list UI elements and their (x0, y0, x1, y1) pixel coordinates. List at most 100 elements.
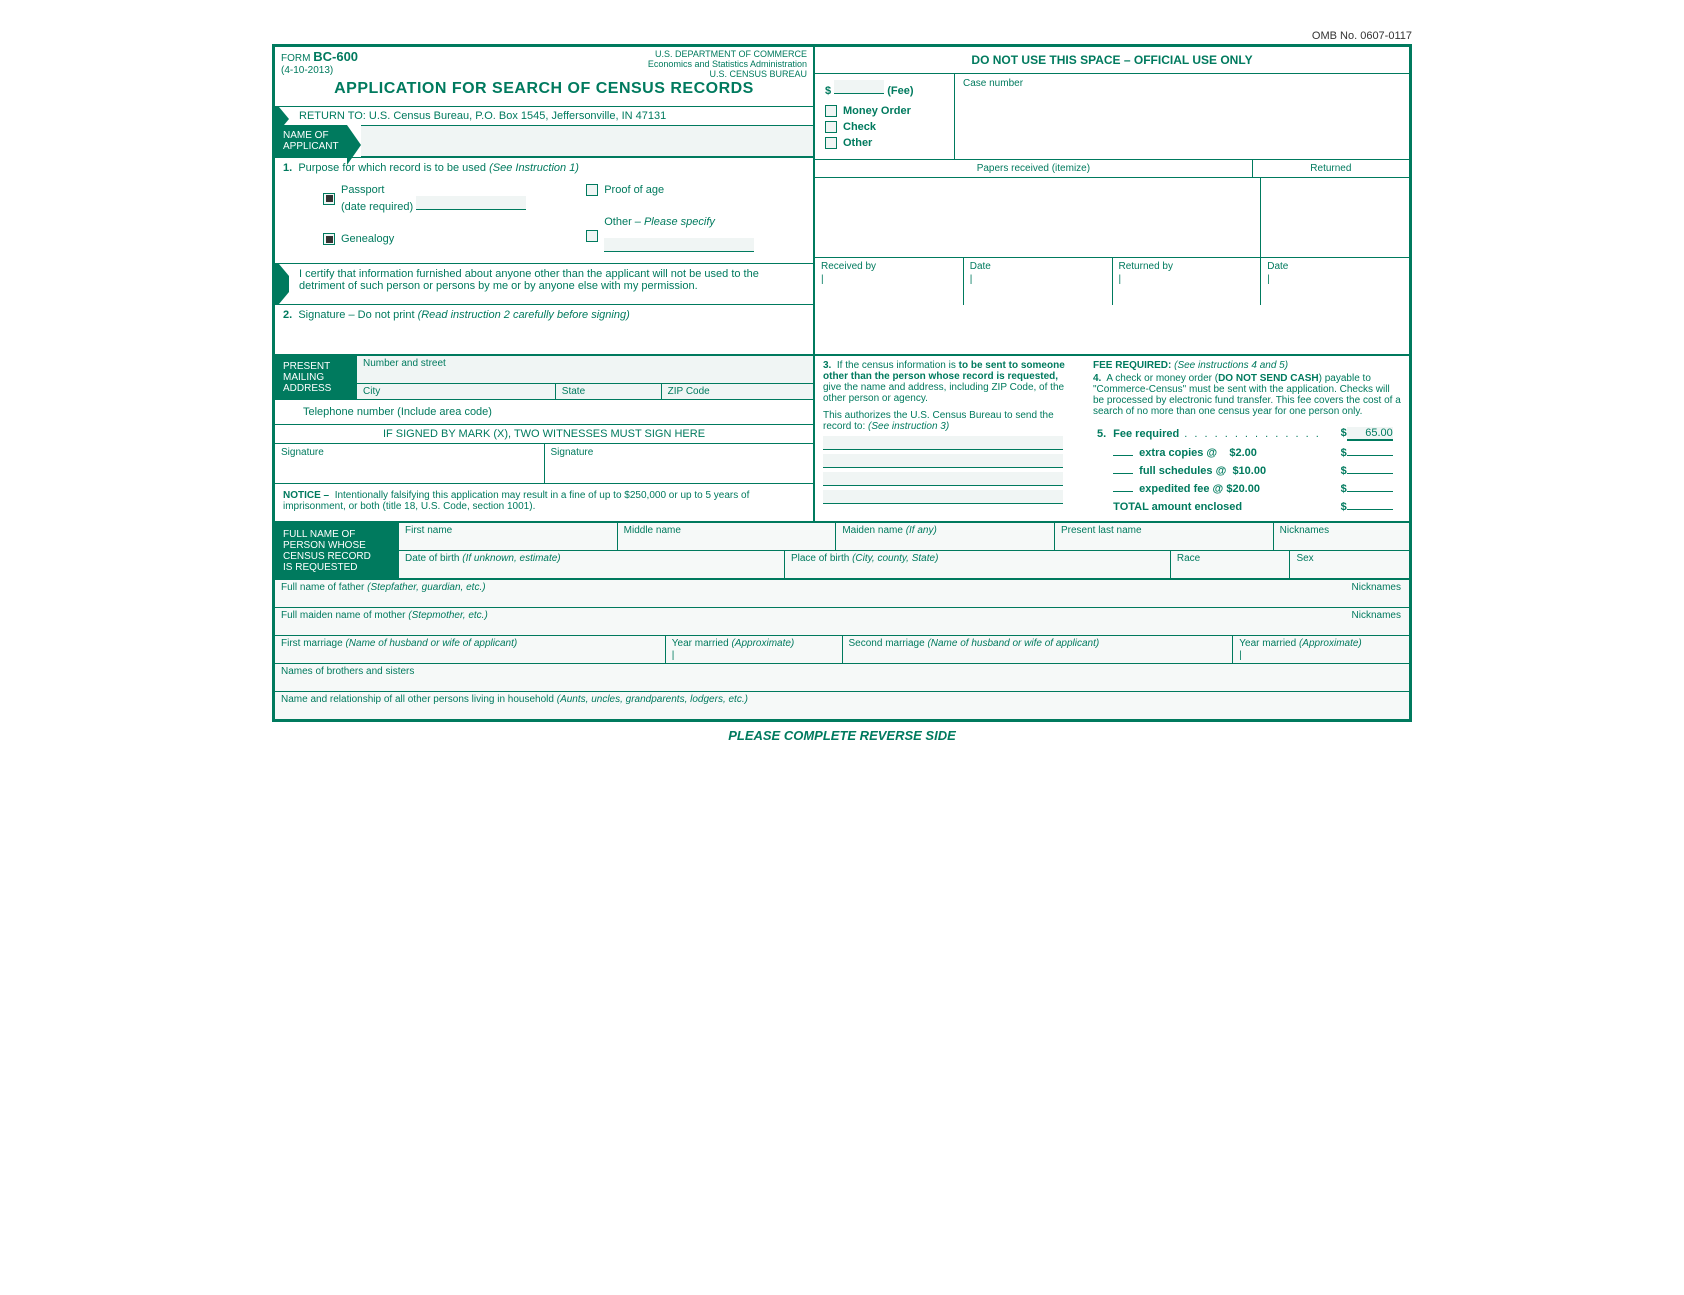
mailing-address-tab: PRESENT MAILING ADDRESS (275, 356, 357, 399)
mother-name-input[interactable]: Full maiden name of mother (Stepmother, … (275, 607, 1409, 635)
notice-label: NOTICE – (283, 490, 329, 501)
full-sched-total[interactable] (1347, 473, 1393, 474)
send-to-line-1[interactable] (823, 436, 1063, 450)
footer-text: PLEASE COMPLETE REVERSE SIDE (272, 722, 1412, 749)
fee-required-block: FEE REQUIRED: (See instructions 4 and 5)… (1085, 356, 1409, 521)
dept-census: U.S. CENSUS BUREAU (648, 69, 807, 79)
papers-received-label: Papers received (itemize) (815, 160, 1253, 177)
send-to-line-3[interactable] (823, 472, 1063, 486)
sex-input[interactable]: Sex (1290, 551, 1409, 579)
date-returned-cell[interactable]: Date| (1261, 258, 1409, 305)
form-frame: FORM BC-600 (4-10-2013) U.S. DEPARTMENT … (272, 44, 1412, 722)
person-name-tab: FULL NAME OF PERSON WHOSE CENSUS RECORD … (275, 523, 399, 579)
form-title: APPLICATION FOR SEARCH OF CENSUS RECORDS (281, 76, 807, 102)
zip-input[interactable]: ZIP Code (662, 384, 813, 399)
extra-copies-qty[interactable] (1113, 455, 1133, 456)
notice-text: Intentionally falsifying this applicatio… (283, 490, 749, 512)
check-checkbox[interactable] (825, 121, 837, 133)
q1-purpose: 1. Purpose for which record is to be use… (275, 157, 813, 263)
certification-text: I certify that information furnished abo… (279, 264, 813, 304)
state-input[interactable]: State (556, 384, 662, 399)
witness-sig-2[interactable]: Signature (545, 444, 814, 483)
expedited-total[interactable] (1347, 491, 1393, 492)
q2-num: 2. (283, 309, 292, 321)
other-purpose-checkbox[interactable] (586, 230, 598, 242)
received-by-cell[interactable]: Received by| (815, 258, 964, 305)
case-number-label: Case number (955, 74, 1409, 159)
passport-date-input[interactable] (416, 196, 526, 210)
extra-copies-total[interactable] (1347, 455, 1393, 456)
year-married-1-input[interactable]: Year married (Approximate)| (666, 636, 843, 663)
nickname-input[interactable]: Nicknames (1274, 523, 1409, 551)
form-container: OMB No. 0607-0117 FORM BC-600 (4-10-2013… (272, 30, 1412, 749)
proof-age-label: Proof of age (604, 184, 664, 196)
form-date: (4-10-2013) (281, 65, 333, 76)
q1-label: Purpose for which record is to be used (298, 162, 486, 174)
q3-send-to-block: 3. If the census information is to be se… (815, 356, 1085, 521)
present-last-name-input[interactable]: Present last name (1055, 523, 1274, 551)
other-purpose-label: Other – (604, 216, 641, 228)
notice-block: NOTICE – Intentionally falsifying this a… (275, 483, 813, 518)
passport-sub: (date required) (341, 201, 413, 213)
fee-amount-input[interactable] (834, 80, 884, 94)
return-arrow-icon (275, 107, 279, 125)
returned-body-input[interactable] (1261, 178, 1409, 257)
cert-arrow-icon (275, 264, 279, 304)
witness-header: IF SIGNED BY MARK (X), TWO WITNESSES MUS… (275, 424, 813, 443)
other-pay-label: Other (843, 137, 872, 149)
other-purpose-input[interactable] (604, 238, 754, 252)
genealogy-checkbox[interactable] (323, 233, 335, 245)
omb-number: OMB No. 0607-0117 (272, 30, 1412, 42)
money-order-checkbox[interactable] (825, 105, 837, 117)
q3-num: 3. (823, 360, 831, 371)
applicant-name-input[interactable] (361, 125, 813, 157)
middle-name-input[interactable]: Middle name (618, 523, 837, 551)
maiden-name-input[interactable]: Maiden name (If any) (836, 523, 1055, 551)
first-name-input[interactable]: First name (399, 523, 618, 551)
q1-instruction: (See Instruction 1) (489, 162, 579, 174)
household-input[interactable]: Name and relationship of all other perso… (275, 691, 1409, 719)
dept-commerce: U.S. DEPARTMENT OF COMMERCE (648, 49, 807, 59)
dollar-sign: $ (825, 85, 831, 97)
street-input[interactable]: Number and street (357, 356, 813, 384)
year-married-2-input[interactable]: Year married (Approximate)| (1233, 636, 1409, 663)
money-order-label: Money Order (843, 105, 911, 117)
father-name-input[interactable]: Full name of father (Stepfather, guardia… (275, 579, 1409, 607)
returned-label: Returned (1253, 160, 1409, 177)
applicant-name-tab: NAME OF APPLICANT (275, 125, 347, 157)
q2-signature-section: 2. Signature – Do not print (Read instru… (275, 304, 813, 354)
proof-age-checkbox[interactable] (586, 184, 598, 196)
full-sched-qty[interactable] (1113, 473, 1133, 474)
dob-input[interactable]: Date of birth (If unknown, estimate) (399, 551, 785, 579)
first-marriage-input[interactable]: First marriage (Name of husband or wife … (275, 636, 666, 663)
fee-label: (Fee) (887, 85, 913, 97)
q2-instruction: (Read instruction 2 carefully before sig… (418, 309, 630, 321)
second-marriage-input[interactable]: Second marriage (Name of husband or wife… (843, 636, 1234, 663)
official-use-header: DO NOT USE THIS SPACE – OFFICIAL USE ONL… (815, 47, 1409, 74)
other-pay-checkbox[interactable] (825, 137, 837, 149)
date-received-cell[interactable]: Date| (964, 258, 1113, 305)
pob-input[interactable]: Place of birth (City, county, State) (785, 551, 1171, 579)
siblings-input[interactable]: Names of brothers and sisters (275, 663, 1409, 691)
send-to-line-2[interactable] (823, 454, 1063, 468)
fee-base: 65.00 (1347, 427, 1393, 441)
expedited-qty[interactable] (1113, 491, 1133, 492)
return-address: RETURN TO: U.S. Census Bureau, P.O. Box … (279, 107, 672, 125)
q1-num: 1. (283, 162, 292, 174)
form-label: FORM (281, 53, 310, 64)
race-input[interactable]: Race (1171, 551, 1291, 579)
dept-esa: Economics and Statistics Administration (648, 59, 807, 69)
returned-by-cell[interactable]: Returned by| (1113, 258, 1262, 305)
papers-body-input[interactable] (815, 178, 1261, 257)
passport-checkbox[interactable] (323, 193, 335, 205)
telephone-input[interactable]: Telephone number (Include area code) (275, 399, 813, 424)
other-purpose-italic: Please specify (644, 216, 715, 228)
city-input[interactable]: City (357, 384, 556, 399)
form-header: FORM BC-600 (4-10-2013) U.S. DEPARTMENT … (275, 47, 813, 106)
genealogy-label: Genealogy (341, 233, 394, 245)
passport-label: Passport (341, 184, 384, 196)
send-to-line-4[interactable] (823, 490, 1063, 504)
total-enclosed[interactable] (1347, 509, 1393, 510)
fee-payment-block: $ (Fee) Money Order Check Other (815, 74, 955, 159)
witness-sig-1[interactable]: Signature (275, 444, 545, 483)
